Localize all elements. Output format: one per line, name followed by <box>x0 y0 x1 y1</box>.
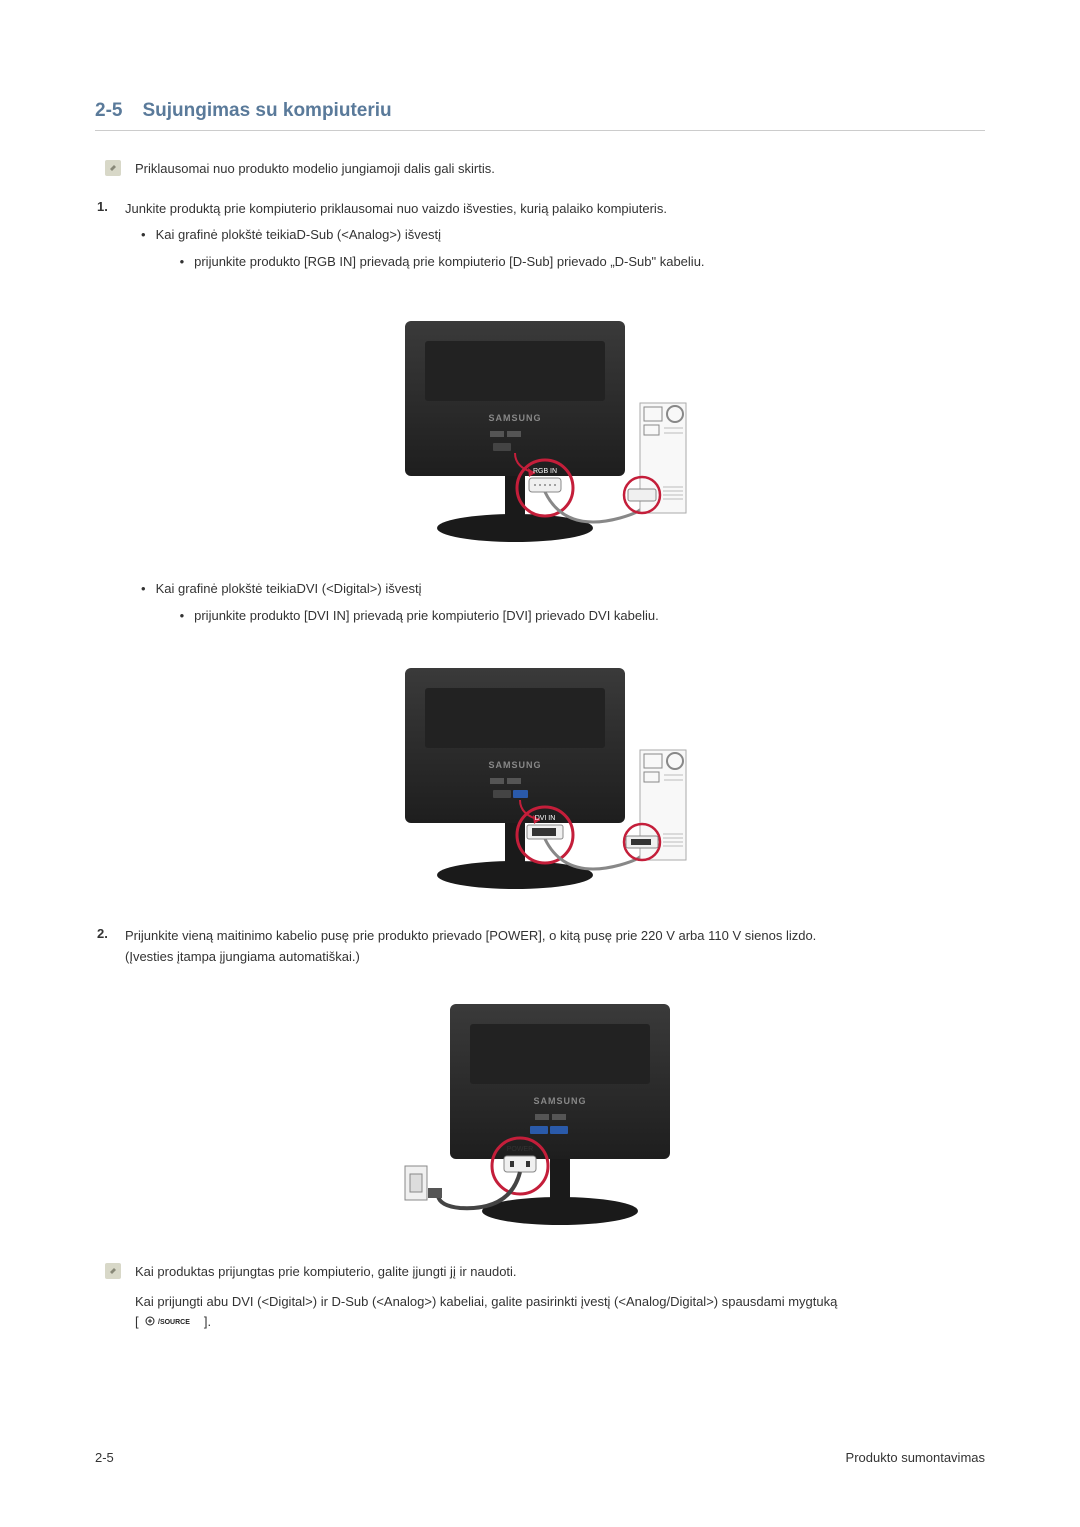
svg-text:SAMSUNG: SAMSUNG <box>533 1096 586 1106</box>
bullet-2-text: Kai grafinė plokštė teikiaDVI (<Digital>… <box>156 581 422 596</box>
bullet-2-content: Kai grafinė plokštė teikiaDVI (<Digital>… <box>156 579 985 633</box>
sub-bullet-2: • prijunkite produkto [DVI IN] prievadą … <box>156 606 985 627</box>
note-icon <box>105 1263 121 1279</box>
step-2-content: Prijunkite vieną maitinimo kabelio pusę … <box>125 926 985 968</box>
step-list: 1. Junkite produktą prie kompiuterio pri… <box>97 199 985 285</box>
page-footer: 2-5 Produkto sumontavimas <box>95 1450 985 1465</box>
note-2-line1: Kai produktas prijungtas prie kompiuteri… <box>135 1262 517 1282</box>
source-button-icon: /SOURCE <box>144 1313 198 1334</box>
section-title: Sujungimas su kompiuteriu <box>142 100 391 122</box>
note-icon <box>105 160 121 176</box>
sub-bullet-2-item: • prijunkite produkto [DVI IN] prievadą … <box>180 606 985 627</box>
section-header: 2-5 Sujungimas su kompiuteriu <box>95 100 985 131</box>
figure-2-container: SAMSUNG DVI IN <box>95 660 985 890</box>
bullet-dot: • <box>141 225 146 246</box>
svg-text:SAMSUNG: SAMSUNG <box>488 413 541 423</box>
section-number: 2-5 <box>95 100 122 122</box>
sub-bullet-1-text: prijunkite produkto [RGB IN] prievadą pr… <box>194 252 985 273</box>
svg-text:DVI IN: DVI IN <box>535 815 556 822</box>
bullet-1-text: Kai grafinė plokštė teikiaD-Sub (<Analog… <box>156 227 441 242</box>
note-2-line2: Kai prijungti abu DVI (<Digital>) ir D-S… <box>135 1292 985 1313</box>
step-1-bullets: • Kai grafinė plokštė teikiaD-Sub (<Anal… <box>125 225 985 279</box>
svg-text:RGB IN: RGB IN <box>533 468 557 475</box>
step-1: 1. Junkite produktą prie kompiuterio pri… <box>97 199 985 285</box>
step-2-sub: (Įvesties įtampa įjungiama automatiškai.… <box>125 947 985 968</box>
sub-bullet-1: • prijunkite produkto [RGB IN] prievadą … <box>156 252 985 273</box>
svg-text:SAMSUNG: SAMSUNG <box>488 760 541 770</box>
footer-right: Produkto sumontavimas <box>846 1450 985 1465</box>
bullet-1-content: Kai grafinė plokštė teikiaD-Sub (<Analog… <box>156 225 985 279</box>
bullet-dot: • <box>180 606 185 627</box>
step-1-content: Junkite produktą prie kompiuterio prikla… <box>125 199 985 285</box>
step-1-bullet-2-wrap: • Kai grafinė plokštė teikiaDVI (<Digita… <box>125 579 985 633</box>
figure-power: SAMSUNG POWER <box>400 996 680 1226</box>
step-1-marker: 1. <box>97 199 115 214</box>
bullet-dot: • <box>180 252 185 273</box>
figure-1-container: SAMSUNG RGB IN <box>95 313 985 543</box>
svg-text:/SOURCE: /SOURCE <box>158 1319 190 1326</box>
figure-rgb-in: SAMSUNG RGB IN <box>385 313 695 543</box>
note-box-2: Kai produktas prijungtas prie kompiuteri… <box>105 1262 985 1333</box>
bullet-1: • Kai grafinė plokštė teikiaD-Sub (<Anal… <box>141 225 985 279</box>
note-2-bracket-close: ]. <box>204 1314 211 1329</box>
step-2-list: 2. Prijunkite vieną maitinimo kabelio pu… <box>97 926 985 968</box>
figure-dvi-in: SAMSUNG DVI IN <box>385 660 695 890</box>
note-box-1: Priklausomai nuo produkto modelio jungia… <box>105 159 985 179</box>
step-2: 2. Prijunkite vieną maitinimo kabelio pu… <box>97 926 985 968</box>
step-1-text: Junkite produktą prie kompiuterio prikla… <box>125 201 667 216</box>
sub-bullet-1-item: • prijunkite produkto [RGB IN] prievadą … <box>180 252 985 273</box>
svg-text:POWER: POWER <box>507 1146 533 1153</box>
figure-3-container: SAMSUNG POWER <box>95 996 985 1226</box>
bullet-dot: • <box>141 579 146 600</box>
footer-left: 2-5 <box>95 1450 114 1465</box>
sub-bullet-2-text: prijunkite produkto [DVI IN] prievadą pr… <box>194 606 985 627</box>
note-2-line2-before: Kai prijungti abu DVI (<Digital>) ir D-S… <box>135 1294 837 1309</box>
step-2-text: Prijunkite vieną maitinimo kabelio pusę … <box>125 928 816 943</box>
note-2-bracket-open: [ <box>135 1314 139 1329</box>
note-2-line3: [ /SOURCE ]. <box>135 1312 985 1333</box>
step-2-marker: 2. <box>97 926 115 941</box>
bullet-2: • Kai grafinė plokštė teikiaDVI (<Digita… <box>141 579 985 633</box>
note-1-text: Priklausomai nuo produkto modelio jungia… <box>135 159 495 179</box>
